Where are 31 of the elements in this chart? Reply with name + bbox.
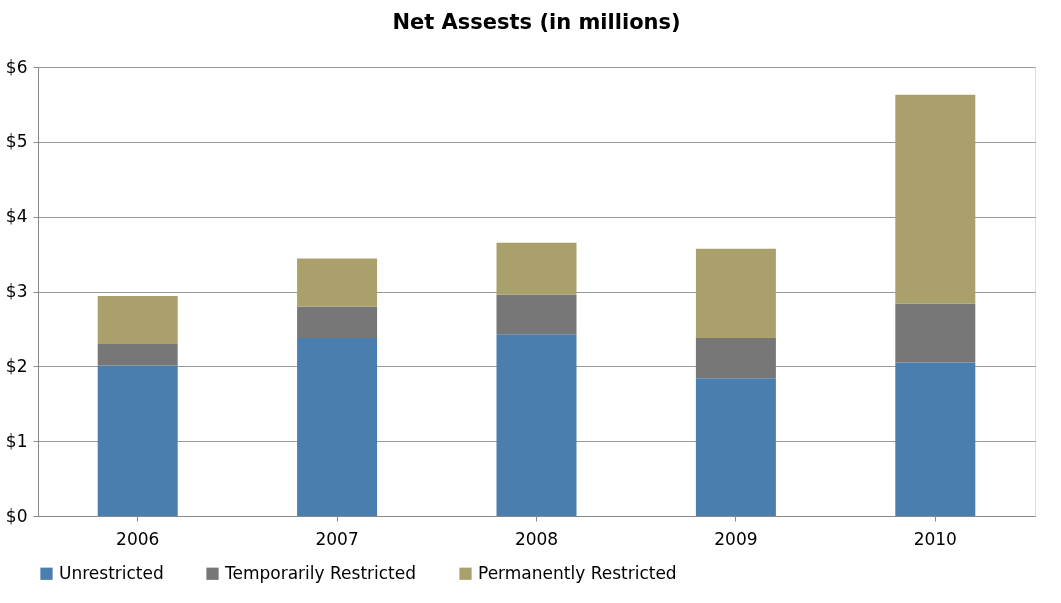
y-tick-label: $0	[5, 505, 28, 526]
x-tick-label: 2009	[714, 528, 758, 549]
bar	[297, 306, 378, 338]
x-tick-label: 2010	[913, 528, 957, 549]
bar	[895, 303, 976, 363]
bar	[297, 337, 378, 516]
legend-label: Temporarily Restricted	[224, 562, 417, 583]
y-tick-label: $4	[5, 206, 28, 227]
bar	[695, 378, 776, 516]
x-tick-label: 2007	[315, 528, 359, 549]
legend-label: Unrestricted	[59, 562, 164, 583]
chart-title: Net Assests (in millions)	[392, 10, 681, 34]
bar	[297, 258, 378, 307]
bar	[97, 343, 178, 366]
bar	[496, 334, 577, 516]
bar	[895, 362, 976, 516]
bar	[695, 248, 776, 338]
legend-label: Permanently Restricted	[478, 562, 677, 583]
x-tick-label: 2006	[116, 528, 160, 549]
bar	[496, 242, 577, 295]
y-tick-label: $5	[5, 131, 28, 152]
y-tick-label: $3	[5, 281, 28, 301]
y-tick-label: $1	[5, 430, 28, 451]
y-tick-label: $6	[5, 56, 28, 77]
bar	[496, 294, 577, 335]
x-tick-label: 2008	[514, 528, 559, 549]
bar	[97, 295, 178, 344]
bar	[695, 337, 776, 379]
bar	[97, 365, 178, 516]
bar	[895, 94, 976, 304]
y-tick-label: $2	[5, 355, 28, 376]
